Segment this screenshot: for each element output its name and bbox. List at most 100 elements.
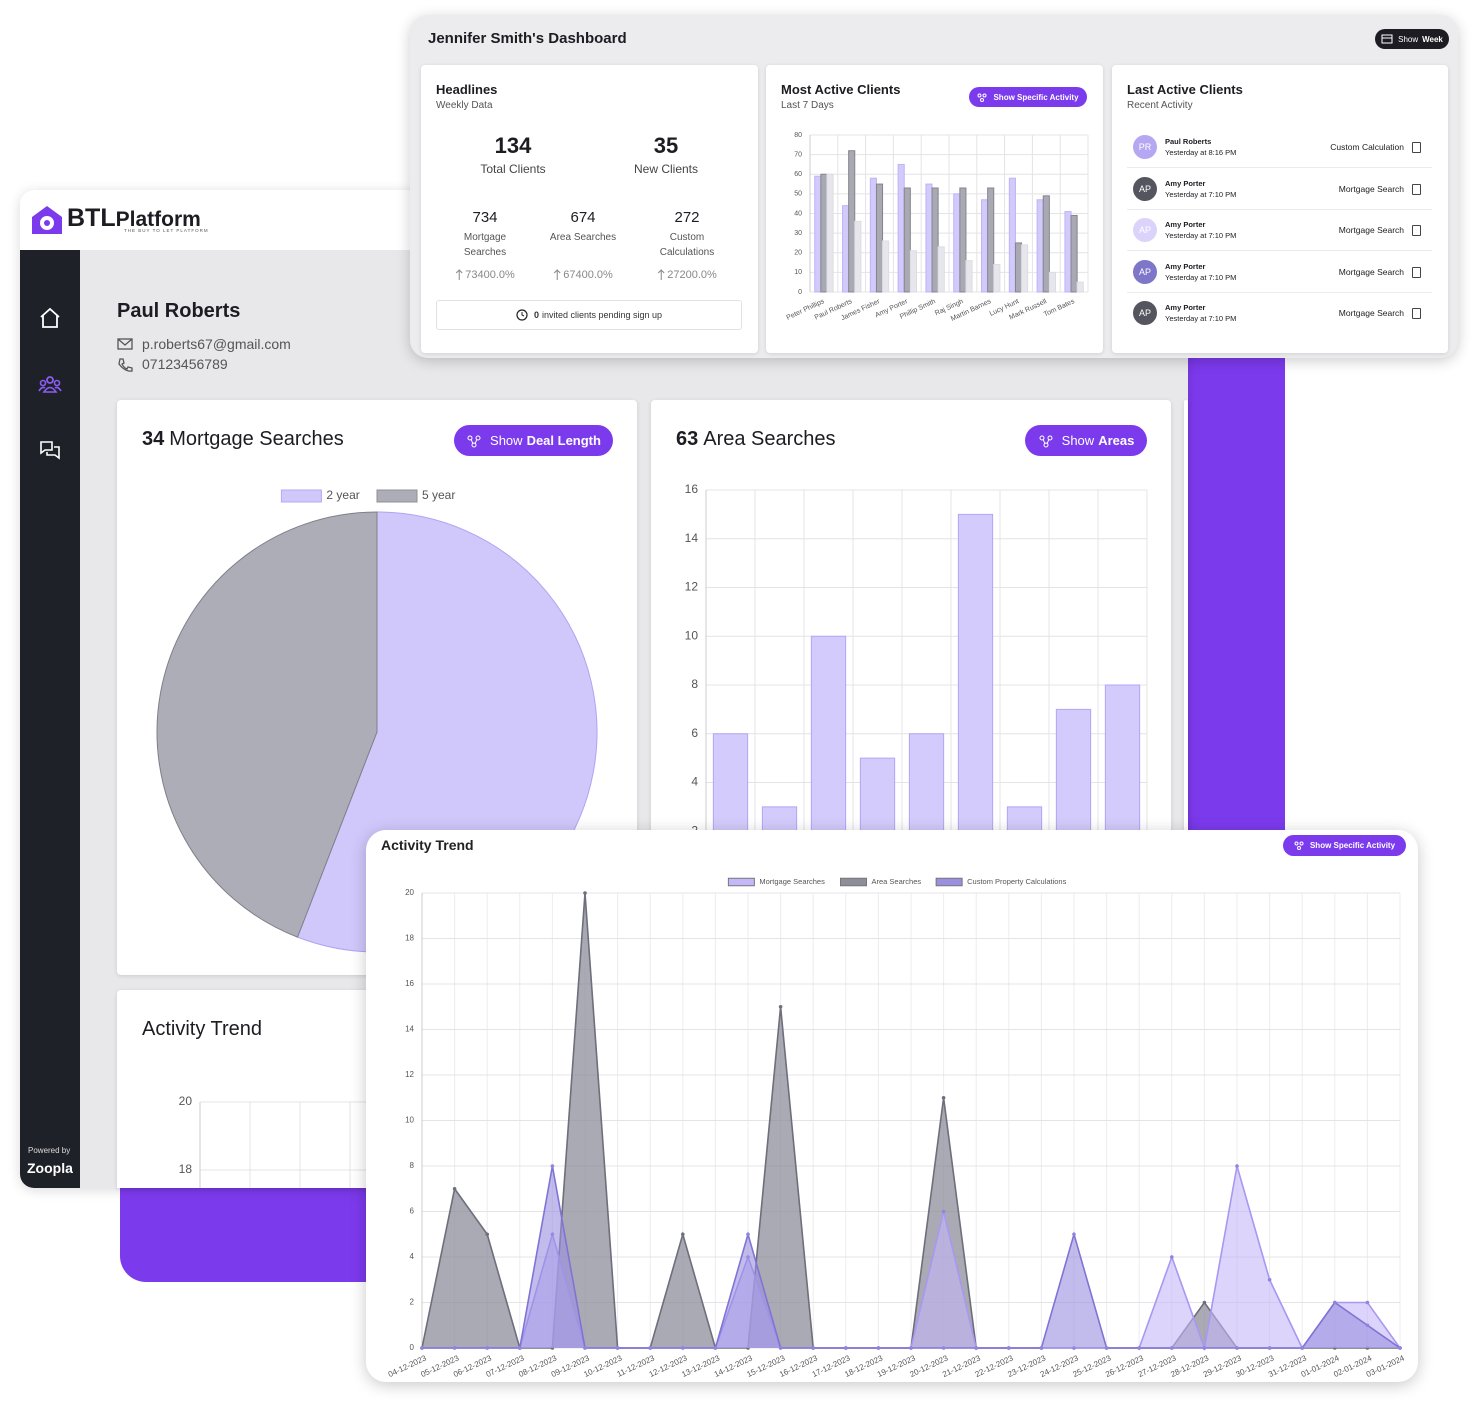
activity-icon xyxy=(1412,308,1421,319)
partner-logo: Zoopla xyxy=(27,1160,73,1176)
change-text: 27200.0% xyxy=(667,269,717,281)
activity-icon xyxy=(1412,225,1421,236)
bar xyxy=(1008,177,1016,293)
point xyxy=(1300,1346,1304,1350)
point xyxy=(583,891,587,895)
bar xyxy=(869,177,877,293)
up-arrow xyxy=(455,269,463,280)
specific-activity-button[interactable]: Show Specific Activity xyxy=(969,87,1087,107)
avatar: AP xyxy=(1133,176,1157,201)
client-name: Amy Porter xyxy=(1165,178,1206,188)
up-arrow xyxy=(657,269,665,280)
point xyxy=(583,1346,587,1350)
phone-icon xyxy=(118,358,133,372)
point xyxy=(1072,1232,1076,1237)
point xyxy=(1039,1346,1044,1350)
clients-icon[interactable] xyxy=(38,372,62,396)
point xyxy=(1170,1255,1174,1259)
legend-swatch xyxy=(935,877,963,887)
client-time: Yesterday at 7:10 PM xyxy=(1165,231,1237,240)
stat-value: 35 xyxy=(653,133,679,158)
bar xyxy=(854,220,862,293)
bar xyxy=(909,250,917,293)
point xyxy=(746,1232,750,1237)
point xyxy=(681,1346,685,1350)
y-tick-label: 16 xyxy=(405,979,414,988)
card-edge xyxy=(1184,400,1188,975)
title-text: Mortgage Searches xyxy=(169,428,344,450)
y-tick-label: 4 xyxy=(691,775,698,789)
bar xyxy=(1070,214,1078,293)
bar xyxy=(937,246,945,293)
point xyxy=(1202,1346,1207,1350)
home-icon[interactable] xyxy=(38,306,62,330)
metric-label: Mortgage Searches xyxy=(463,232,507,258)
bar xyxy=(931,187,939,293)
y-tick-label: 14 xyxy=(405,1025,414,1034)
bar xyxy=(842,205,850,293)
point xyxy=(1365,1323,1370,1328)
y-tick-label: 12 xyxy=(405,1070,414,1079)
bar xyxy=(814,175,822,293)
week-button[interactable]: Show Week xyxy=(1375,29,1449,49)
activity-type: Mortgage Search xyxy=(1338,183,1404,194)
point xyxy=(1267,1277,1272,1282)
point xyxy=(1235,1164,1239,1168)
pending-text: invited clients pending sign up xyxy=(541,310,663,320)
point xyxy=(1235,1346,1239,1350)
title-count: 34 xyxy=(142,428,165,450)
pending-count: 0 xyxy=(533,310,539,320)
legend-swatch xyxy=(727,877,755,887)
avatar: AP xyxy=(1133,218,1157,242)
y-tick-label: 16 xyxy=(685,482,699,496)
point xyxy=(1333,1300,1337,1305)
y-tick-label: 8 xyxy=(691,677,698,691)
legend-label: Area Searches xyxy=(872,877,922,886)
metric-label: Custom Calculations xyxy=(659,232,715,258)
point xyxy=(1365,1300,1370,1305)
areas-button[interactable]: Show Areas xyxy=(1025,425,1147,456)
logo-bold: BTL xyxy=(67,204,116,232)
client-name: Amy Porter xyxy=(1165,261,1206,271)
point xyxy=(1202,1300,1207,1305)
area-chart: 0 2 4 6 8 10 12 14 16 18 20 Mortgage Searches Area S… xyxy=(387,877,1406,1379)
metric-value: 272 xyxy=(674,209,700,226)
y-tick-label: 6 xyxy=(410,1207,415,1216)
point xyxy=(1267,1346,1272,1350)
point xyxy=(485,1232,489,1237)
client-time: Yesterday at 7:10 PM xyxy=(1165,189,1237,199)
card-subtitle: Recent Activity xyxy=(1127,100,1193,111)
point xyxy=(1170,1346,1174,1350)
y-tick-label: 10 xyxy=(794,269,802,276)
legend-swatch xyxy=(280,489,322,503)
button-icon xyxy=(1039,435,1053,447)
title-count: 63 xyxy=(676,428,699,450)
y-tick-label: 18 xyxy=(179,1162,193,1176)
specific-activity-button[interactable]: Show Specific Activity xyxy=(1283,835,1406,856)
y-tick-label: 20 xyxy=(179,1094,193,1108)
point xyxy=(876,1346,881,1350)
point xyxy=(778,1346,783,1350)
powered-by: Powered by xyxy=(28,1146,71,1155)
card-subtitle: Weekly Data xyxy=(436,100,493,111)
card-title: 63 Area Searches xyxy=(676,428,836,451)
y-tick-label: 0 xyxy=(410,1343,415,1352)
up-arrow xyxy=(553,269,561,280)
y-tick-label: 6 xyxy=(691,726,698,740)
button-bold: Week xyxy=(1422,34,1443,44)
bar xyxy=(993,264,1001,293)
legend-swatch xyxy=(376,489,418,503)
point xyxy=(1104,1346,1109,1350)
legend-label: Custom Property Calculations xyxy=(967,877,1066,886)
clock-icon xyxy=(516,309,528,321)
messages-icon[interactable] xyxy=(38,438,62,462)
button-icon xyxy=(467,435,481,447)
deal-length-button[interactable]: Show Deal Length xyxy=(454,425,613,456)
activity-type: Mortgage Search xyxy=(1338,308,1404,318)
bar xyxy=(1036,199,1044,293)
y-tick-label: 8 xyxy=(410,1161,415,1170)
bar xyxy=(1014,242,1023,293)
dashboard-window: Jennifer Smith's Dashboard Show Week Head… xyxy=(410,15,1458,358)
bar xyxy=(848,150,856,293)
